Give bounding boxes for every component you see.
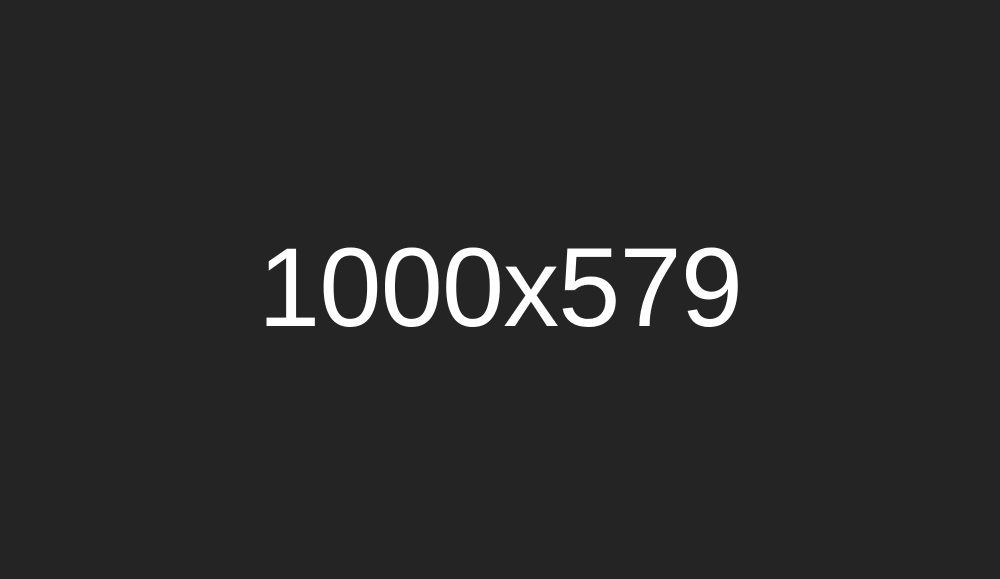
dimension-label: 1000x579: [257, 224, 743, 350]
